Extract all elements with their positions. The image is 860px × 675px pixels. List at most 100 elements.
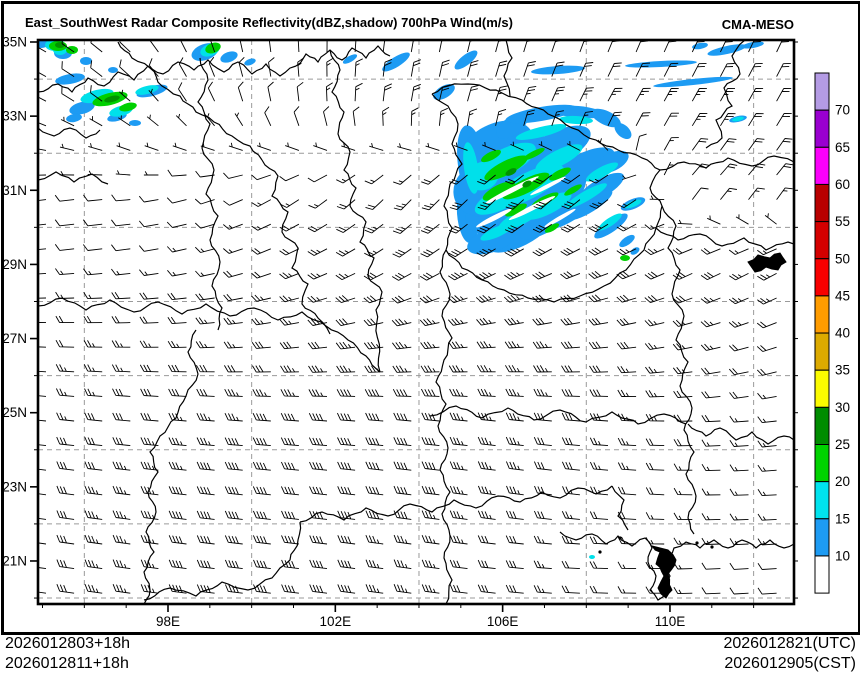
colorbar-tick-label: 40 (835, 326, 850, 341)
colorbar-cell (814, 369, 830, 408)
lake-shape (650, 545, 677, 599)
radar-echo-patch (55, 73, 85, 85)
axes: 35N 33N 31N 29N 27N 25N 23N 21N 98E 102E 106E 110E (2, 35, 798, 629)
radar-echo-patch (382, 52, 410, 72)
colorbar-tick-label: 30 (835, 400, 850, 415)
radar-echo-patch (732, 116, 744, 122)
radar-echo-patch (549, 167, 571, 181)
colorbar-cell (814, 109, 830, 148)
province-boundary (687, 423, 794, 445)
radar-echo-patch (220, 51, 238, 63)
lat-tick-label: 23N (2, 479, 27, 494)
province-boundary (329, 49, 357, 207)
lat-tick-label: 21N (2, 553, 27, 568)
map-frame (36, 38, 796, 606)
island-dot (695, 541, 699, 545)
colorbar-cell (814, 518, 830, 557)
province-boundary (659, 155, 794, 171)
radar-echo-patch (614, 122, 632, 140)
radar-echo-patch (523, 147, 545, 161)
outer-frame (1, 1, 860, 635)
lon-tick-label: 98E (156, 614, 180, 629)
radar-echo-patch (742, 41, 764, 49)
radar-echo-patch (66, 113, 82, 123)
radar-echo-patch (481, 149, 501, 163)
province-boundary (38, 127, 101, 139)
province-boundary (261, 159, 331, 335)
colorbar-cell (814, 444, 830, 483)
lat-tick-label: 35N (2, 35, 27, 50)
island-dot (598, 550, 602, 554)
province-boundary (611, 485, 629, 531)
colorbar-tick-label: 65 (835, 140, 850, 155)
model-name-label: CMA-MESO (721, 17, 794, 32)
radar-echo-patch (80, 57, 92, 65)
province-boundary (661, 205, 697, 535)
colorbar-cell (814, 295, 830, 334)
province-boundary (705, 40, 746, 149)
province-boundary (295, 45, 391, 67)
radar-echo-patch (129, 120, 141, 126)
radar-echo-patch (484, 155, 528, 181)
radar-echo-patch (463, 142, 479, 194)
province-boundary (503, 40, 513, 97)
radar-echo-patch (135, 85, 159, 95)
lake-shape (747, 252, 787, 273)
colorbar-tick-label: 35 (835, 363, 850, 378)
colorbar-cell (814, 146, 830, 185)
valid-time-cst: 2026012905(CST) (724, 655, 856, 672)
colorbar-tick-label: 50 (835, 251, 850, 266)
radar-echo-patch (505, 203, 527, 217)
radar-echo-patch (653, 76, 733, 88)
colorbar-tick-label: 25 (835, 437, 850, 452)
radar-echo-patch (80, 88, 114, 104)
radar-echo-patch (619, 234, 635, 248)
lon-tick-label: 102E (320, 614, 352, 629)
lat-tick-label: 27N (2, 331, 27, 346)
radar-echo-patch (108, 67, 118, 73)
radar-echo-patch (564, 184, 582, 196)
radar-echo-patch (620, 255, 630, 261)
lat-tick-label: 31N (2, 183, 27, 198)
radar-echo-patch (585, 162, 619, 182)
colorbar-cell (814, 258, 830, 297)
province-boundary (197, 57, 223, 331)
province-boundary (38, 297, 381, 373)
colorbar-cell (814, 183, 830, 223)
radar-echo-patch (521, 125, 591, 171)
init-time-cst: 2026012811+18h (5, 655, 129, 672)
radar-echo-patch (342, 54, 358, 64)
province-boundary (38, 171, 109, 185)
radar-echo-patch (535, 144, 583, 172)
colorbar-cell (814, 72, 830, 111)
colorbar-tick-label: 10 (835, 548, 850, 563)
radar-echo-patch (522, 180, 532, 188)
radar-echo-patch (482, 181, 516, 201)
radar-echo-patch (433, 84, 455, 100)
colorbar-tick-label: 55 (835, 214, 850, 229)
radar-echo-patch (549, 147, 615, 189)
radar-echo-patch (531, 65, 585, 75)
radar-echo-patch (454, 50, 478, 70)
wind-barbs (38, 40, 794, 595)
province-boundary (435, 249, 453, 604)
radar-echo-patch (544, 223, 560, 233)
radar-echo-patch (591, 108, 621, 128)
plot-title: East_SouthWest Radar Composite Reflectiv… (25, 15, 513, 30)
lat-tick-label: 29N (2, 257, 27, 272)
colorbar-cell (814, 555, 830, 594)
colorbar: 70 65 60 55 50 45 40 35 30 25 20 15 10 (814, 72, 850, 594)
radar-echo-patch (508, 195, 556, 221)
province-boundary (299, 485, 613, 523)
radar-echo-patch (707, 44, 747, 56)
colorbar-tick-label: 60 (835, 177, 850, 192)
radar-echo-patch (505, 168, 517, 176)
province-boundary (38, 59, 297, 93)
colorbar-cell (814, 406, 830, 446)
lon-tick-label: 110E (655, 614, 686, 629)
valid-time-utc: 2026012821(UTC) (723, 635, 856, 652)
valid-time-block: 2026012821(UTC) 2026012905(CST) (723, 634, 856, 674)
radar-echo-patch (69, 101, 95, 115)
province-boundary (117, 41, 263, 161)
province-boundary (655, 227, 794, 251)
